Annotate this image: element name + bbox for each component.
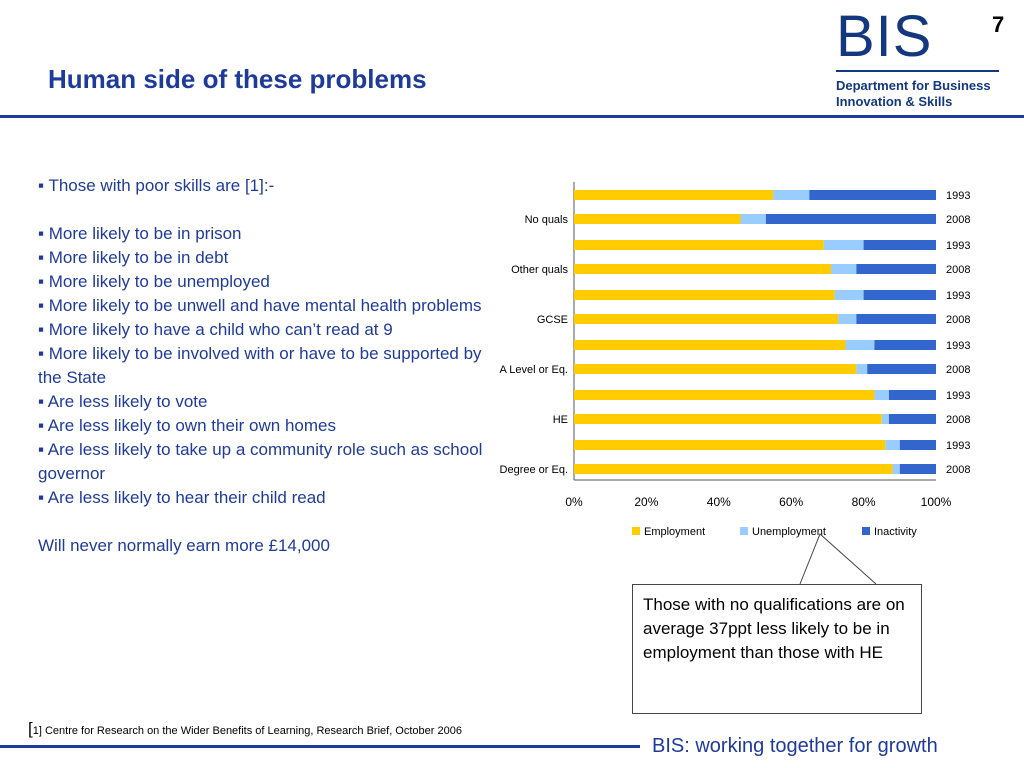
- title-divider: [0, 115, 1024, 118]
- bar-segment-employment: [574, 190, 774, 200]
- bar-segment-unemployment: [773, 190, 810, 200]
- bar-segment-unemployment: [885, 440, 900, 450]
- bar-year-label: 1993: [946, 240, 970, 252]
- legend-label: Unemployment: [752, 526, 826, 538]
- category-label: A Level or Eq.: [500, 364, 569, 376]
- bar-segment-unemployment: [881, 414, 889, 424]
- x-tick-label: 40%: [707, 495, 731, 509]
- legend-label: Inactivity: [874, 526, 917, 538]
- bullet-item: ▪ Are less likely to take up a community…: [38, 440, 483, 483]
- callout-box: Those with no qualifications are on aver…: [632, 584, 922, 714]
- bar-segment-employment: [574, 290, 835, 300]
- bar-segment-employment: [574, 264, 832, 274]
- bullet-item: ▪ More likely to be unemployed: [38, 272, 270, 291]
- bar-segment-inactivity: [856, 314, 936, 324]
- slide-title: Human side of these problems: [48, 64, 427, 94]
- bar-segment-employment: [574, 240, 824, 250]
- bar-segment-inactivity: [809, 190, 936, 200]
- bar-segment-unemployment: [838, 314, 857, 324]
- x-tick-label: 80%: [852, 495, 876, 509]
- footnote-bracket: [: [28, 719, 33, 738]
- bar-segment-unemployment: [892, 464, 900, 474]
- bullet-item: ▪ More likely to be unwell and have ment…: [38, 296, 482, 315]
- legend-swatch: [740, 527, 748, 535]
- bullet-intro: ▪ Those with poor skills are [1]:-: [38, 176, 275, 195]
- bar-segment-inactivity: [867, 364, 936, 374]
- footnote-text: 1] Centre for Research on the Wider Bene…: [32, 725, 462, 737]
- bar-year-label: 1993: [946, 190, 970, 202]
- bar-year-label: 2008: [946, 414, 970, 426]
- bullet-item: ▪ Are less likely to vote: [38, 392, 208, 411]
- bar-segment-inactivity: [899, 440, 936, 450]
- bar-year-label: 2008: [946, 314, 970, 326]
- category-label: Other quals: [511, 264, 568, 276]
- bar-year-label: 1993: [946, 290, 970, 302]
- bar-segment-unemployment: [845, 340, 875, 350]
- bar-segment-employment: [574, 440, 886, 450]
- bullet-list: ▪ Those with poor skills are [1]:- ▪ Mor…: [38, 174, 483, 558]
- bullet-item: ▪ Are less likely to own their own homes: [38, 416, 336, 435]
- footer-divider: [0, 745, 640, 748]
- bar-segment-employment: [574, 414, 882, 424]
- x-tick-label: 20%: [634, 495, 658, 509]
- bar-year-label: 2008: [946, 264, 970, 276]
- logo-rule: [836, 70, 999, 72]
- bullet-item: ▪ More likely to be involved with or hav…: [38, 344, 482, 387]
- bar-segment-unemployment: [740, 214, 766, 224]
- bullet-closing: Will never normally earn more £14,000: [38, 536, 330, 555]
- bar-segment-employment: [574, 464, 893, 474]
- bar-segment-employment: [574, 364, 857, 374]
- bar-segment-unemployment: [874, 390, 889, 400]
- legend-label: Employment: [644, 526, 705, 538]
- bar-segment-employment: [574, 390, 875, 400]
- bis-logo: BIS Department for Business Innovation &…: [836, 4, 1008, 109]
- footer-tagline: BIS: working together for growth: [652, 735, 938, 757]
- bar-segment-unemployment: [856, 364, 868, 374]
- bullet-item: ▪ More likely to be in debt: [38, 248, 229, 267]
- bar-segment-inactivity: [888, 414, 936, 424]
- x-tick-label: 0%: [565, 495, 583, 509]
- legend-swatch: [862, 527, 870, 535]
- bar-segment-inactivity: [888, 390, 936, 400]
- bar-segment-inactivity: [874, 340, 936, 350]
- bullet-item: ▪ Are less likely to hear their child re…: [38, 488, 326, 507]
- x-tick-label: 100%: [921, 495, 952, 509]
- category-label: Degree or Eq.: [500, 464, 568, 476]
- logo-subtitle-line2: Innovation & Skills: [836, 94, 953, 109]
- bar-year-label: 1993: [946, 440, 970, 452]
- legend-swatch: [632, 527, 640, 535]
- bar-segment-employment: [574, 340, 846, 350]
- footnote: [1] Centre for Research on the Wider Ben…: [28, 719, 462, 739]
- callout-pointer: [799, 533, 877, 585]
- logo-subtitle-line1: Department for Business: [836, 78, 991, 93]
- bar-year-label: 2008: [946, 214, 970, 226]
- bar-segment-inactivity: [765, 214, 936, 224]
- category-label: GCSE: [537, 314, 568, 326]
- bullet-item: ▪ More likely to have a child who can’t …: [38, 320, 393, 339]
- bar-year-label: 1993: [946, 340, 970, 352]
- logo-mark: BIS: [836, 4, 933, 69]
- bar-segment-inactivity: [856, 264, 936, 274]
- bar-year-label: 2008: [946, 464, 970, 476]
- x-tick-label: 60%: [779, 495, 803, 509]
- bar-segment-employment: [574, 314, 839, 324]
- bar-segment-unemployment: [834, 290, 864, 300]
- bullet-item: ▪ More likely to be in prison: [38, 224, 242, 243]
- category-label: No quals: [525, 214, 569, 226]
- category-label: HE: [553, 414, 568, 426]
- page-number: 7: [992, 12, 1005, 37]
- bar-segment-inactivity: [863, 240, 936, 250]
- bar-year-label: 1993: [946, 390, 970, 402]
- bar-segment-employment: [574, 214, 741, 224]
- bar-segment-inactivity: [899, 464, 936, 474]
- bar-segment-inactivity: [863, 290, 936, 300]
- bar-segment-unemployment: [831, 264, 857, 274]
- bar-year-label: 2008: [946, 364, 970, 376]
- bar-segment-unemployment: [823, 240, 864, 250]
